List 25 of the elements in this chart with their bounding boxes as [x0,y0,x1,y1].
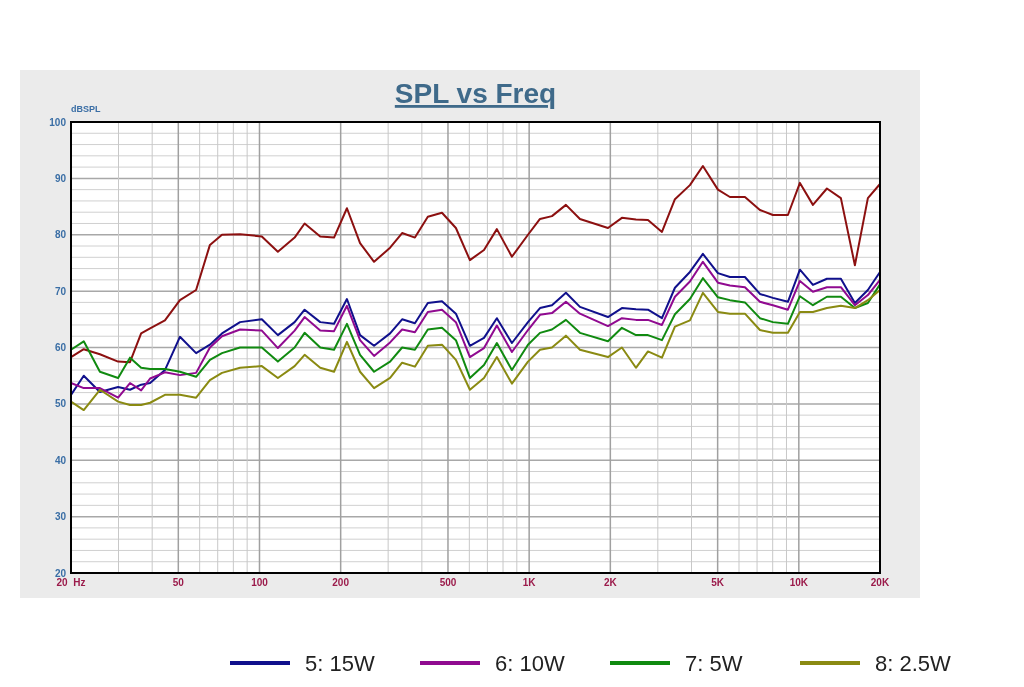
legend-label: 8: 2.5W [875,650,952,676]
y-tick-label: 20 [54,567,67,579]
x-tick-label: 10K [789,577,809,588]
x-tick-label: 5K [711,577,725,588]
y-tick-label: 90 [54,172,67,184]
y-tick-label: 80 [54,229,67,241]
x-tick-label: 1K [522,577,537,588]
y-axis-title: dBSPL [71,104,101,114]
x-tick-label: 100 [251,577,269,588]
x-tick-label: 500 [439,577,457,588]
x-tick-label: 50 [172,577,185,588]
y-tick-label: 100 [49,116,67,128]
legend-label: 5: 15W [305,650,375,676]
x-tick-label: 20 Hz [56,577,86,588]
y-tick-label: 30 [54,511,67,523]
chart-title: SPL vs Freq [394,78,557,109]
legend-label: 7: 5W [685,650,743,676]
y-tick-label: 60 [54,342,67,353]
x-tick-label: 200 [332,577,350,588]
y-tick-label: 40 [54,454,67,466]
legend-label: 6: 10W [495,650,565,676]
x-tick-label: 2K [603,577,618,588]
y-tick-label: 50 [54,398,67,410]
y-tick-label: 70 [54,285,67,297]
x-tick-label: 20K [870,577,890,588]
